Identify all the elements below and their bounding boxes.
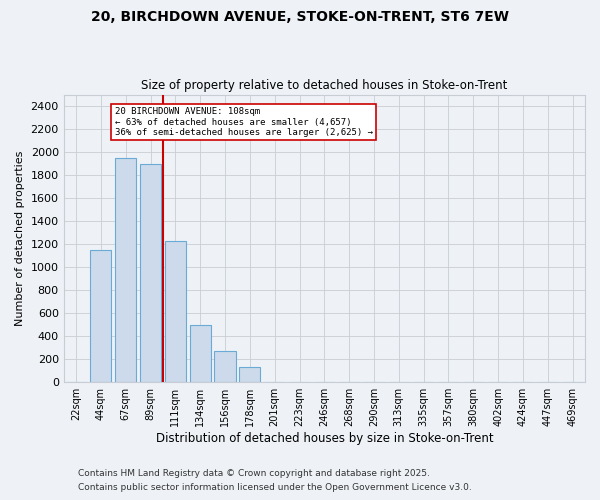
Text: Contains HM Land Registry data © Crown copyright and database right 2025.: Contains HM Land Registry data © Crown c…	[78, 468, 430, 477]
X-axis label: Distribution of detached houses by size in Stoke-on-Trent: Distribution of detached houses by size …	[155, 432, 493, 445]
Title: Size of property relative to detached houses in Stoke-on-Trent: Size of property relative to detached ho…	[141, 79, 508, 92]
Bar	[239, 368, 260, 382]
Bar	[115, 158, 136, 382]
Text: 20 BIRCHDOWN AVENUE: 108sqm
← 63% of detached houses are smaller (4,657)
36% of : 20 BIRCHDOWN AVENUE: 108sqm ← 63% of det…	[115, 107, 373, 137]
Bar	[214, 351, 236, 382]
Bar	[165, 240, 186, 382]
Bar	[91, 250, 112, 382]
Y-axis label: Number of detached properties: Number of detached properties	[15, 150, 25, 326]
Bar	[140, 164, 161, 382]
Text: 20, BIRCHDOWN AVENUE, STOKE-ON-TRENT, ST6 7EW: 20, BIRCHDOWN AVENUE, STOKE-ON-TRENT, ST…	[91, 10, 509, 24]
Text: Contains public sector information licensed under the Open Government Licence v3: Contains public sector information licen…	[78, 484, 472, 492]
Bar	[190, 324, 211, 382]
